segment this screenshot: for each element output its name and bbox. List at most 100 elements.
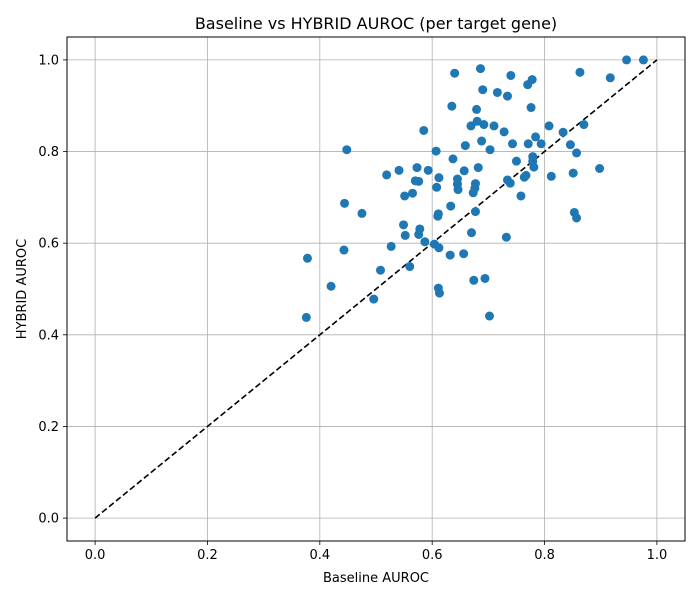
data-point [508, 139, 518, 149]
x-tick-label: 1.0 [647, 548, 668, 563]
data-point [412, 163, 422, 173]
data-point [638, 55, 648, 65]
y-axis-title: HYBRID AUROC [15, 239, 30, 339]
data-point [572, 213, 582, 223]
data-point [433, 209, 443, 219]
data-point [523, 139, 533, 149]
data-point [400, 230, 410, 240]
x-axis-title: Baseline AUROC [323, 571, 429, 586]
x-tick-label: 0.8 [534, 548, 555, 563]
data-point [521, 170, 531, 180]
data-point [453, 185, 463, 195]
data-point [544, 121, 554, 131]
data-point [526, 103, 536, 113]
chart-title: Baseline vs HYBRID AUROC (per target gen… [195, 14, 557, 33]
data-point [466, 121, 476, 131]
data-point [459, 249, 469, 259]
data-point [448, 154, 458, 164]
y-tick-label: 0.6 [38, 237, 59, 252]
data-points [301, 55, 648, 322]
data-point [489, 121, 499, 131]
data-point [531, 132, 541, 142]
data-point [622, 55, 632, 65]
data-point [452, 174, 462, 184]
data-point [472, 116, 482, 126]
data-point [434, 243, 444, 253]
data-point [375, 265, 385, 275]
data-point [434, 288, 444, 298]
data-point [394, 165, 404, 175]
data-point [447, 101, 457, 111]
data-point [575, 67, 585, 77]
data-point [477, 136, 487, 146]
data-point [467, 228, 477, 238]
y-tick-label: 1.0 [38, 53, 59, 68]
data-point [340, 198, 350, 208]
data-point [475, 64, 485, 74]
data-point [485, 145, 495, 155]
x-tick-label: 0.6 [422, 548, 443, 563]
data-point [408, 188, 418, 198]
data-point [326, 281, 336, 291]
x-tick-label: 0.4 [309, 548, 330, 563]
data-point [492, 87, 502, 97]
data-point [414, 176, 424, 186]
data-point [339, 245, 349, 255]
data-point [568, 168, 578, 178]
data-point [399, 220, 409, 230]
data-point [302, 253, 312, 263]
data-point [480, 273, 490, 283]
data-point [423, 165, 433, 175]
data-point [450, 68, 460, 78]
data-point [460, 141, 470, 151]
data-point [572, 148, 582, 158]
data-point [565, 140, 575, 150]
data-point [400, 191, 410, 201]
x-axis-ticks: 0.0 0.2 0.4 0.6 0.8 1.0 [85, 541, 668, 563]
data-point [470, 179, 480, 189]
data-point [478, 85, 488, 95]
y-tick-label: 0.2 [38, 420, 59, 435]
data-point [419, 125, 429, 135]
data-point [605, 73, 615, 83]
y-tick-label: 0.4 [38, 328, 59, 343]
data-point [558, 127, 568, 137]
data-point [501, 232, 511, 242]
data-point [382, 170, 392, 180]
data-point [434, 173, 444, 183]
data-point [420, 237, 430, 247]
data-point [469, 275, 479, 285]
data-point [470, 207, 480, 217]
y-tick-label: 0.0 [38, 512, 59, 527]
data-point [432, 182, 442, 192]
data-point [529, 162, 539, 172]
x-tick-label: 0.2 [197, 548, 218, 563]
data-point [369, 294, 379, 304]
data-point [446, 201, 456, 211]
data-point [357, 208, 367, 218]
data-point [527, 75, 537, 85]
data-point [579, 120, 589, 130]
data-point [386, 241, 396, 251]
data-point [499, 127, 509, 137]
data-point [505, 178, 515, 188]
data-point [511, 156, 521, 166]
data-point [431, 146, 441, 156]
data-point [502, 91, 512, 101]
plot-area-frame [66, 36, 686, 542]
data-point [595, 163, 605, 173]
data-point [506, 70, 516, 80]
data-point [445, 250, 455, 260]
data-point [484, 311, 494, 321]
data-point [546, 171, 556, 181]
data-point [528, 152, 538, 162]
data-point [516, 191, 526, 201]
grid-lines [67, 37, 685, 541]
data-point [301, 312, 311, 322]
data-point [479, 120, 489, 130]
data-point [472, 104, 482, 114]
x-tick-label: 0.0 [85, 548, 106, 563]
data-point [536, 139, 546, 149]
